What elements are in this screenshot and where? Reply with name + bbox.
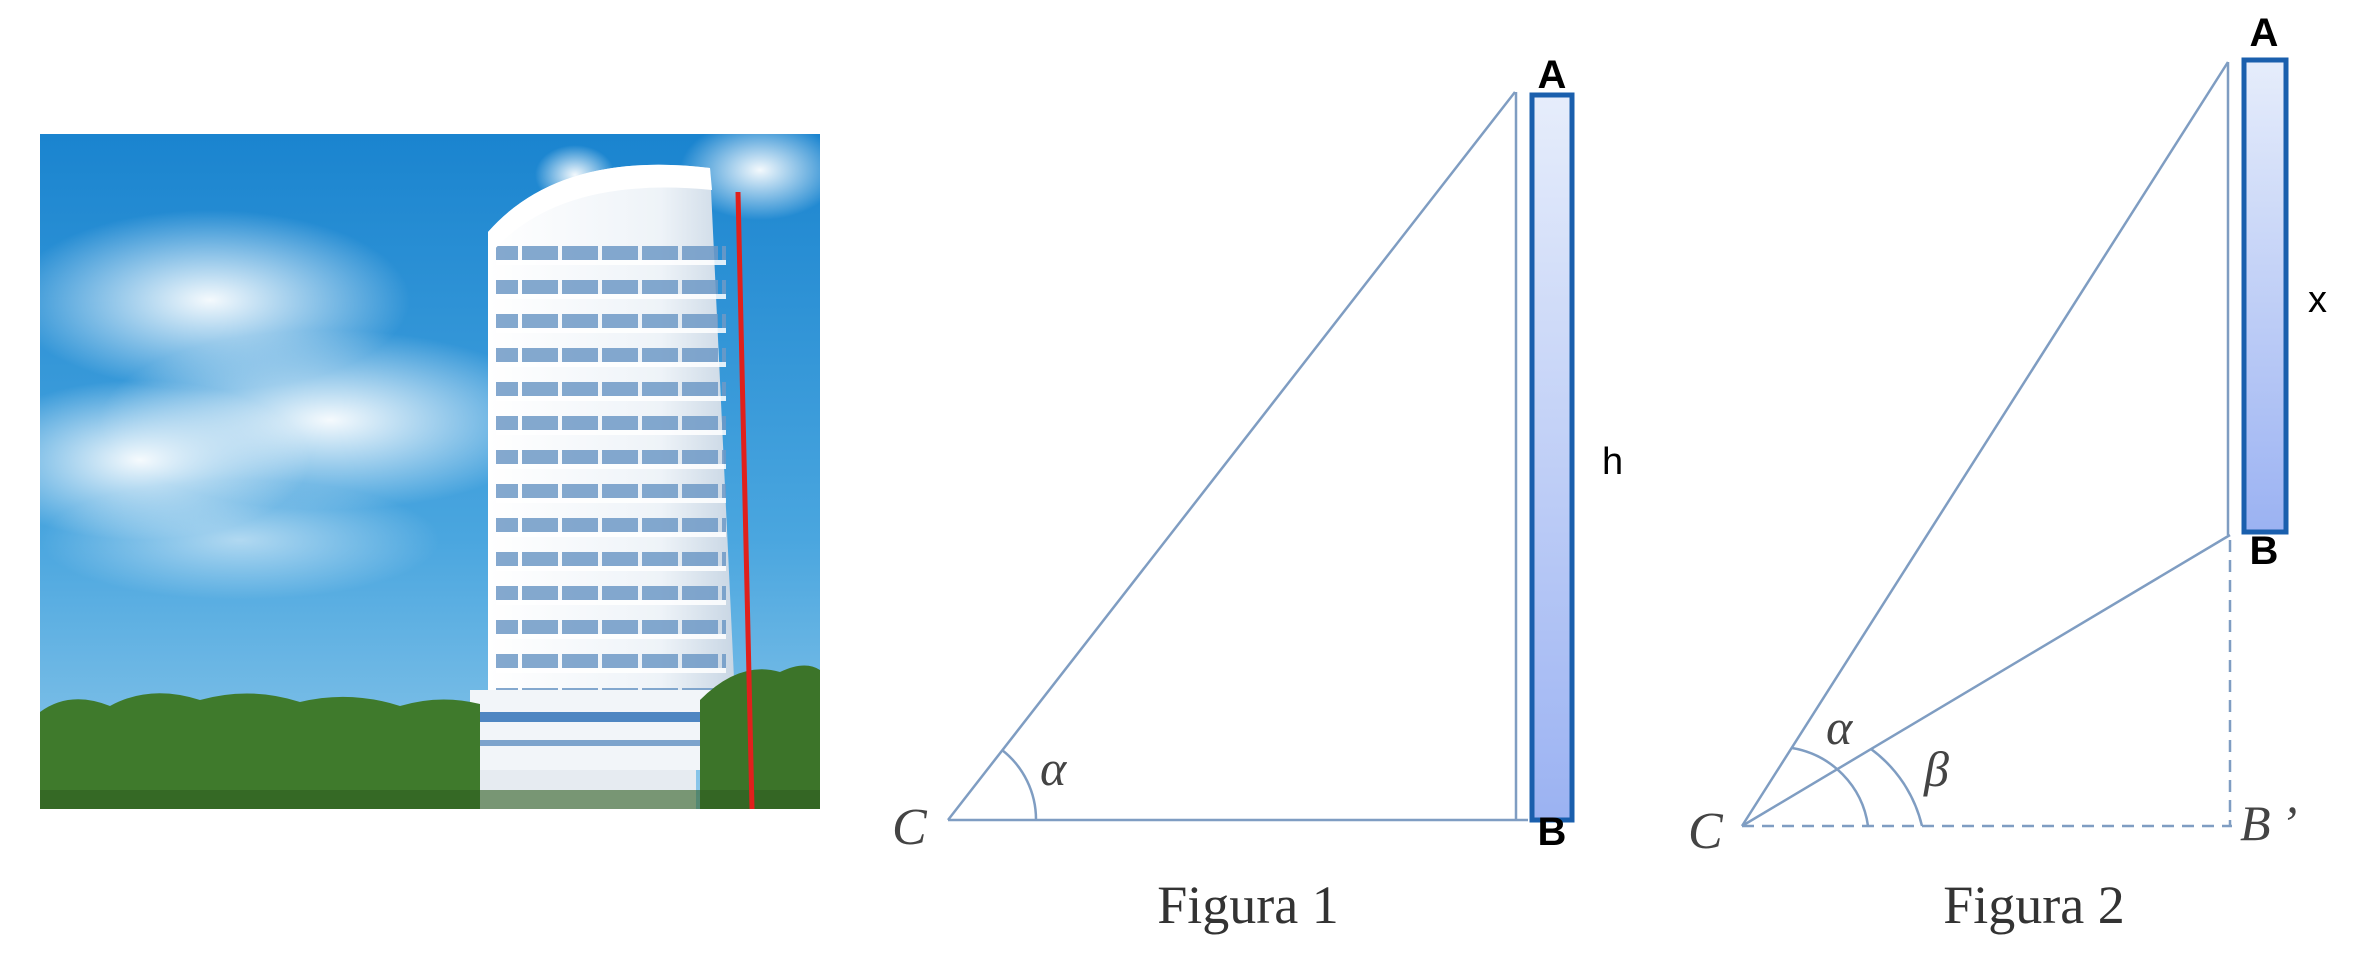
fig2-angle-beta: β bbox=[1923, 741, 1949, 797]
fig2-segment-label: x bbox=[2308, 279, 2327, 321]
fig2-vertex-b-prime: B ’ bbox=[2240, 795, 2297, 851]
photo-trees-right bbox=[700, 665, 820, 809]
fig2-vertex-a: A bbox=[2250, 11, 2279, 55]
fig1-vertex-c: C bbox=[892, 799, 928, 856]
fig2-vertex-b: B bbox=[2250, 529, 2279, 573]
figure-1: A B C α h Figura 1 bbox=[892, 53, 1623, 935]
fig2-angle-alpha: α bbox=[1826, 699, 1854, 755]
fig1-vertex-a: A bbox=[1538, 53, 1567, 97]
fig2-vertex-c: C bbox=[1688, 803, 1724, 860]
fig2-arc-alpha bbox=[1791, 746, 1870, 827]
fig1-angle-arc bbox=[1001, 749, 1038, 821]
fig1-height-label: h bbox=[1602, 441, 1623, 483]
fig2-segment-bar bbox=[2241, 57, 2289, 535]
photo-trees bbox=[40, 693, 480, 809]
fig1-height-bar bbox=[1529, 92, 1575, 823]
figure-2: A B C B ’ α β x Figura 2 bbox=[1688, 11, 2327, 935]
photo-height-line bbox=[735, 191, 755, 810]
fig2-arc-beta bbox=[1870, 747, 1924, 827]
fig2-line-ca bbox=[1740, 61, 2230, 827]
fig2-caption: Figura 2 bbox=[1943, 875, 2125, 935]
fig1-hypotenuse bbox=[947, 91, 1516, 821]
fig2-line-cb bbox=[1741, 533, 2231, 828]
building-photo bbox=[0, 120, 840, 810]
fig1-caption: Figura 1 bbox=[1157, 875, 1339, 935]
fig1-angle-label: α bbox=[1040, 740, 1068, 796]
fig1-vertex-b: B bbox=[1538, 810, 1567, 854]
